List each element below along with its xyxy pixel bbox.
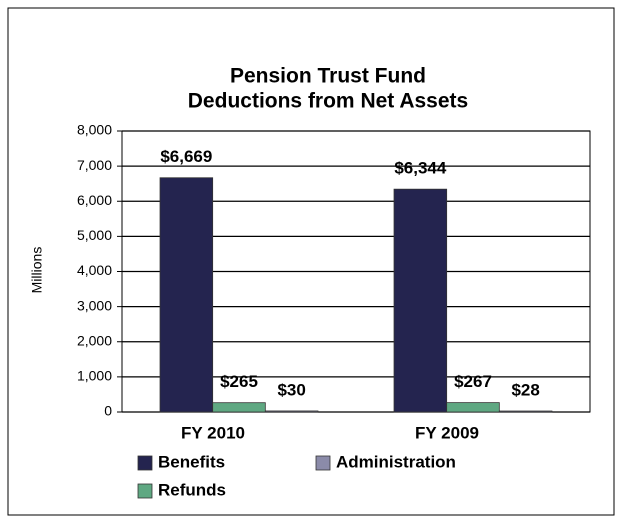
value-label: $6,669 [160,147,212,166]
y-tick-label: 0 [104,403,112,419]
y-axis-label: Millions [29,247,45,294]
value-label: $6,344 [394,159,447,178]
legend-swatch [137,455,153,471]
y-tick-label: 4,000 [77,262,112,278]
legend-swatch [315,455,331,471]
frame [7,7,615,516]
bar [393,188,448,413]
value-label: $267 [454,372,492,391]
bar [446,402,500,413]
y-tick-label: 5,000 [77,227,112,243]
bar [159,177,214,413]
y-tick-label: 7,000 [77,157,112,173]
bar [212,402,266,413]
y-tick-label: 1,000 [77,368,112,384]
value-label: $30 [277,380,305,399]
y-tick-label: 8,000 [77,122,112,138]
bar [264,410,319,413]
legend-label: Benefits [158,452,225,471]
y-tick-label: 6,000 [77,192,112,208]
chart-title: Deductions from Net Assets [188,90,468,113]
chart-title: Pension Trust Fund [230,65,426,88]
bar [498,410,553,413]
value-label: $28 [511,381,539,400]
y-tick-label: 2,000 [77,332,112,348]
x-tick-label: FY 2009 [415,423,479,442]
legend-label: Refunds [158,480,226,499]
x-tick-label: FY 2010 [181,423,245,442]
value-label: $265 [220,372,258,391]
y-tick-label: 3,000 [77,297,112,313]
legend-swatch [137,483,153,499]
legend-label: Administration [336,452,456,471]
